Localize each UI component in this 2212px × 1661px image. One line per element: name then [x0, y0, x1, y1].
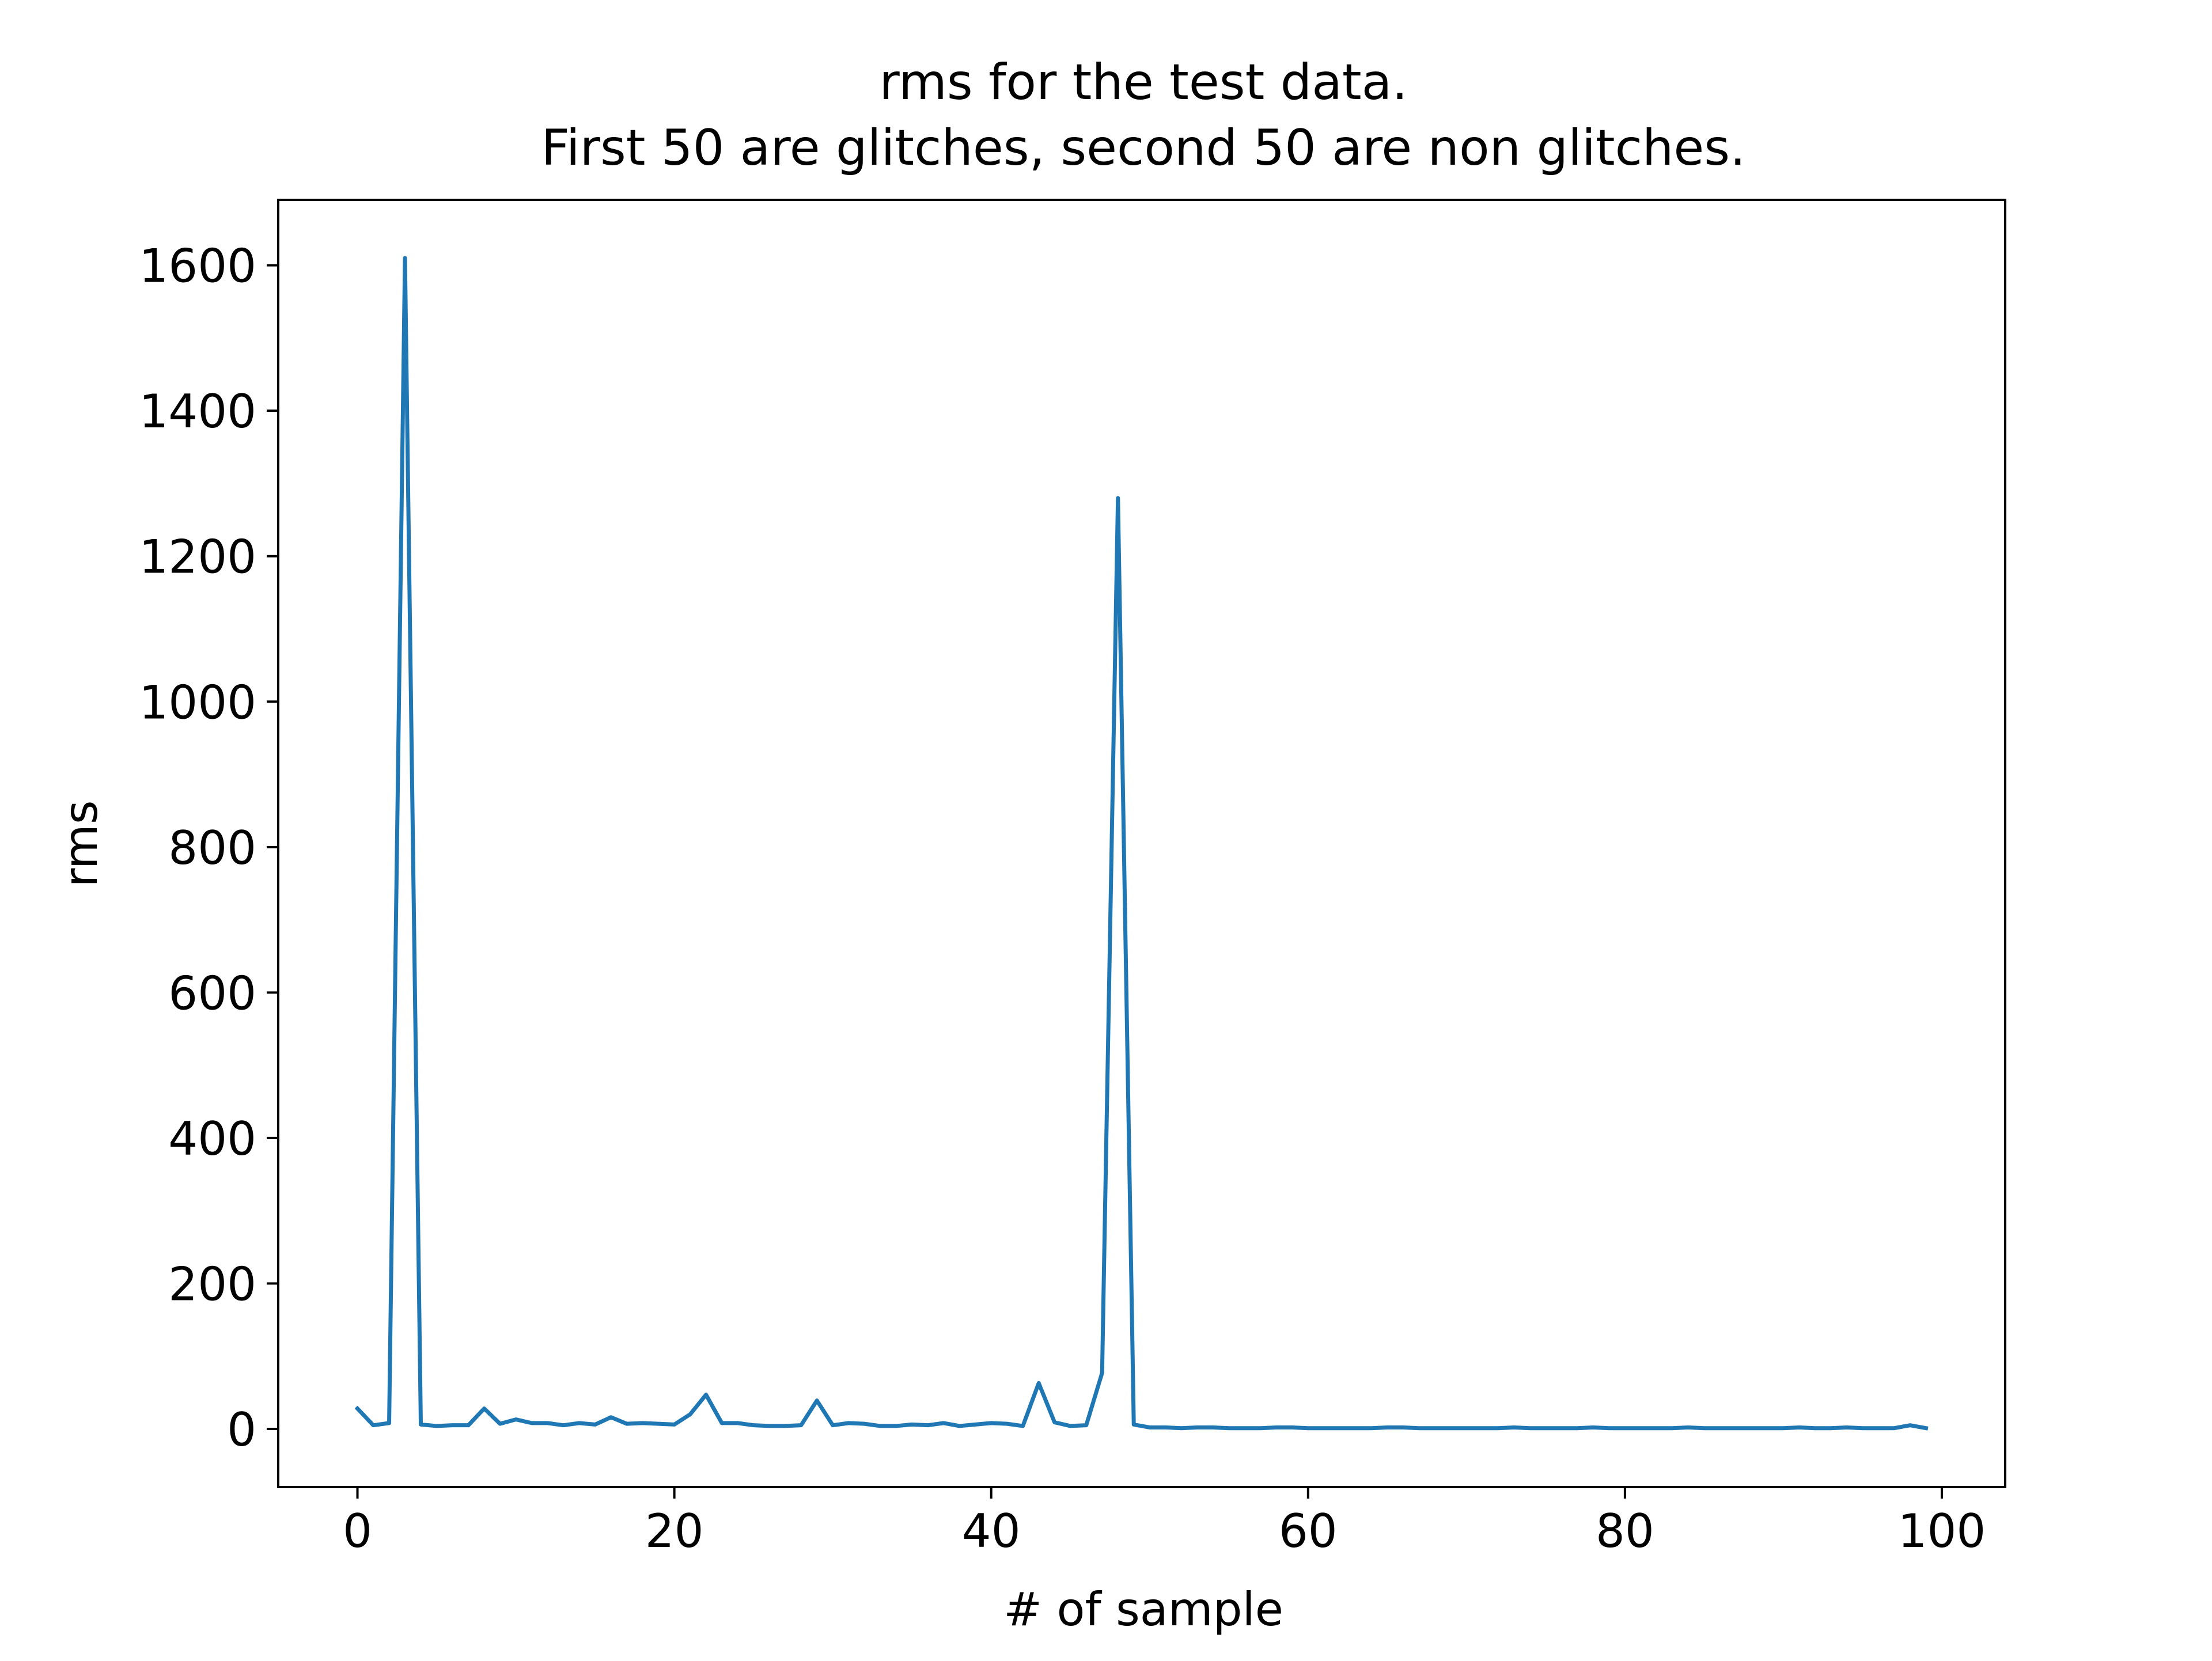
plot-frame — [277, 199, 2006, 1488]
x-axis-label: # of sample — [1003, 1583, 1283, 1636]
y-tick-label-3: 600 — [168, 966, 256, 1020]
y-tick-label-7: 1400 — [139, 385, 256, 438]
y-tick-label-8: 1600 — [139, 240, 256, 293]
y-tick-label-4: 800 — [168, 821, 256, 875]
chart-title-line1: rms for the test data. — [879, 54, 1407, 111]
x-tick-label-0: 0 — [343, 1504, 372, 1558]
x-tick-label-5: 100 — [1898, 1504, 1986, 1558]
y-tick-label-0: 0 — [227, 1403, 256, 1457]
x-tick-label-4: 80 — [1596, 1504, 1654, 1558]
x-tick-label-2: 40 — [962, 1504, 1021, 1558]
plot-area-background — [278, 200, 2005, 1487]
y-tick-label-6: 1200 — [139, 530, 256, 584]
y-tick-label-2: 400 — [168, 1112, 256, 1166]
series-layer — [354, 256, 1929, 1431]
axis-ticks: 0 20 40 60 80 1000200400600800100012001400160… — [139, 240, 1986, 1558]
chart-title-line2: First 50 are glitches, second 50 are non… — [541, 119, 1746, 177]
series-line-0 — [354, 256, 1929, 1431]
y-tick-label-5: 1000 — [139, 676, 256, 729]
x-tick-label-1: 20 — [645, 1504, 704, 1558]
y-axis-label: rms — [54, 800, 108, 887]
x-tick-label-3: 60 — [1279, 1504, 1338, 1558]
y-tick-label-1: 200 — [168, 1257, 256, 1311]
